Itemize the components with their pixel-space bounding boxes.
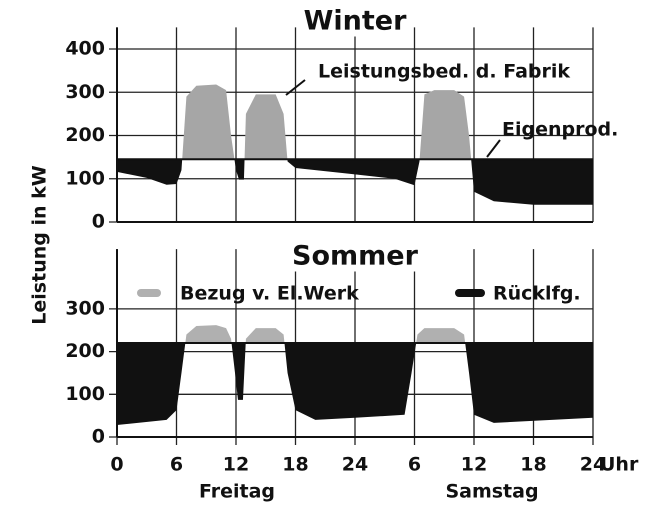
panel-title: Winter [304, 6, 407, 37]
arrow [486, 139, 501, 158]
y-tick-label: 400 [65, 38, 105, 60]
legend-swatch [455, 289, 485, 297]
x-tick-label: 24 [580, 454, 606, 476]
y-axis-label: Leistung in kW [29, 165, 51, 324]
x-tick-label: 6 [408, 454, 421, 476]
area-import [182, 84, 472, 160]
x-tick-label: 12 [223, 454, 249, 476]
title-background [286, 240, 425, 272]
x-tick-label: 12 [461, 454, 487, 476]
day-label: Freitag [199, 481, 275, 503]
x-tick-label: 0 [110, 454, 123, 476]
y-tick-label: 300 [65, 297, 105, 319]
legend-label: Bezug v. El.Werk [180, 283, 359, 305]
x-tick-label: 18 [282, 454, 308, 476]
x-tick-label: 18 [520, 454, 546, 476]
legend-label: Rücklfg. [493, 283, 581, 305]
x-tick-label: 6 [170, 454, 183, 476]
annotation: Eigenprod. [502, 119, 618, 141]
day-label: Samstag [445, 481, 538, 503]
title-background [297, 5, 414, 37]
area-return [117, 343, 593, 426]
panel-title: Sommer [292, 241, 419, 272]
area-return [117, 159, 593, 205]
y-tick-label: 200 [65, 124, 105, 146]
y-tick-label: 100 [65, 383, 105, 405]
arrow [285, 79, 306, 96]
y-tick-label: 200 [65, 340, 105, 362]
y-tick-label: 100 [65, 167, 105, 189]
area-import [185, 325, 466, 344]
x-tick-label: 24 [342, 454, 368, 476]
x-axis-label: Uhr [600, 454, 639, 476]
legend-swatch [137, 289, 161, 297]
y-tick-label: 0 [92, 426, 105, 448]
y-tick-label: 0 [92, 211, 105, 233]
annotation: Leistungsbed. d. Fabrik [318, 61, 570, 83]
y-tick-label: 300 [65, 81, 105, 103]
